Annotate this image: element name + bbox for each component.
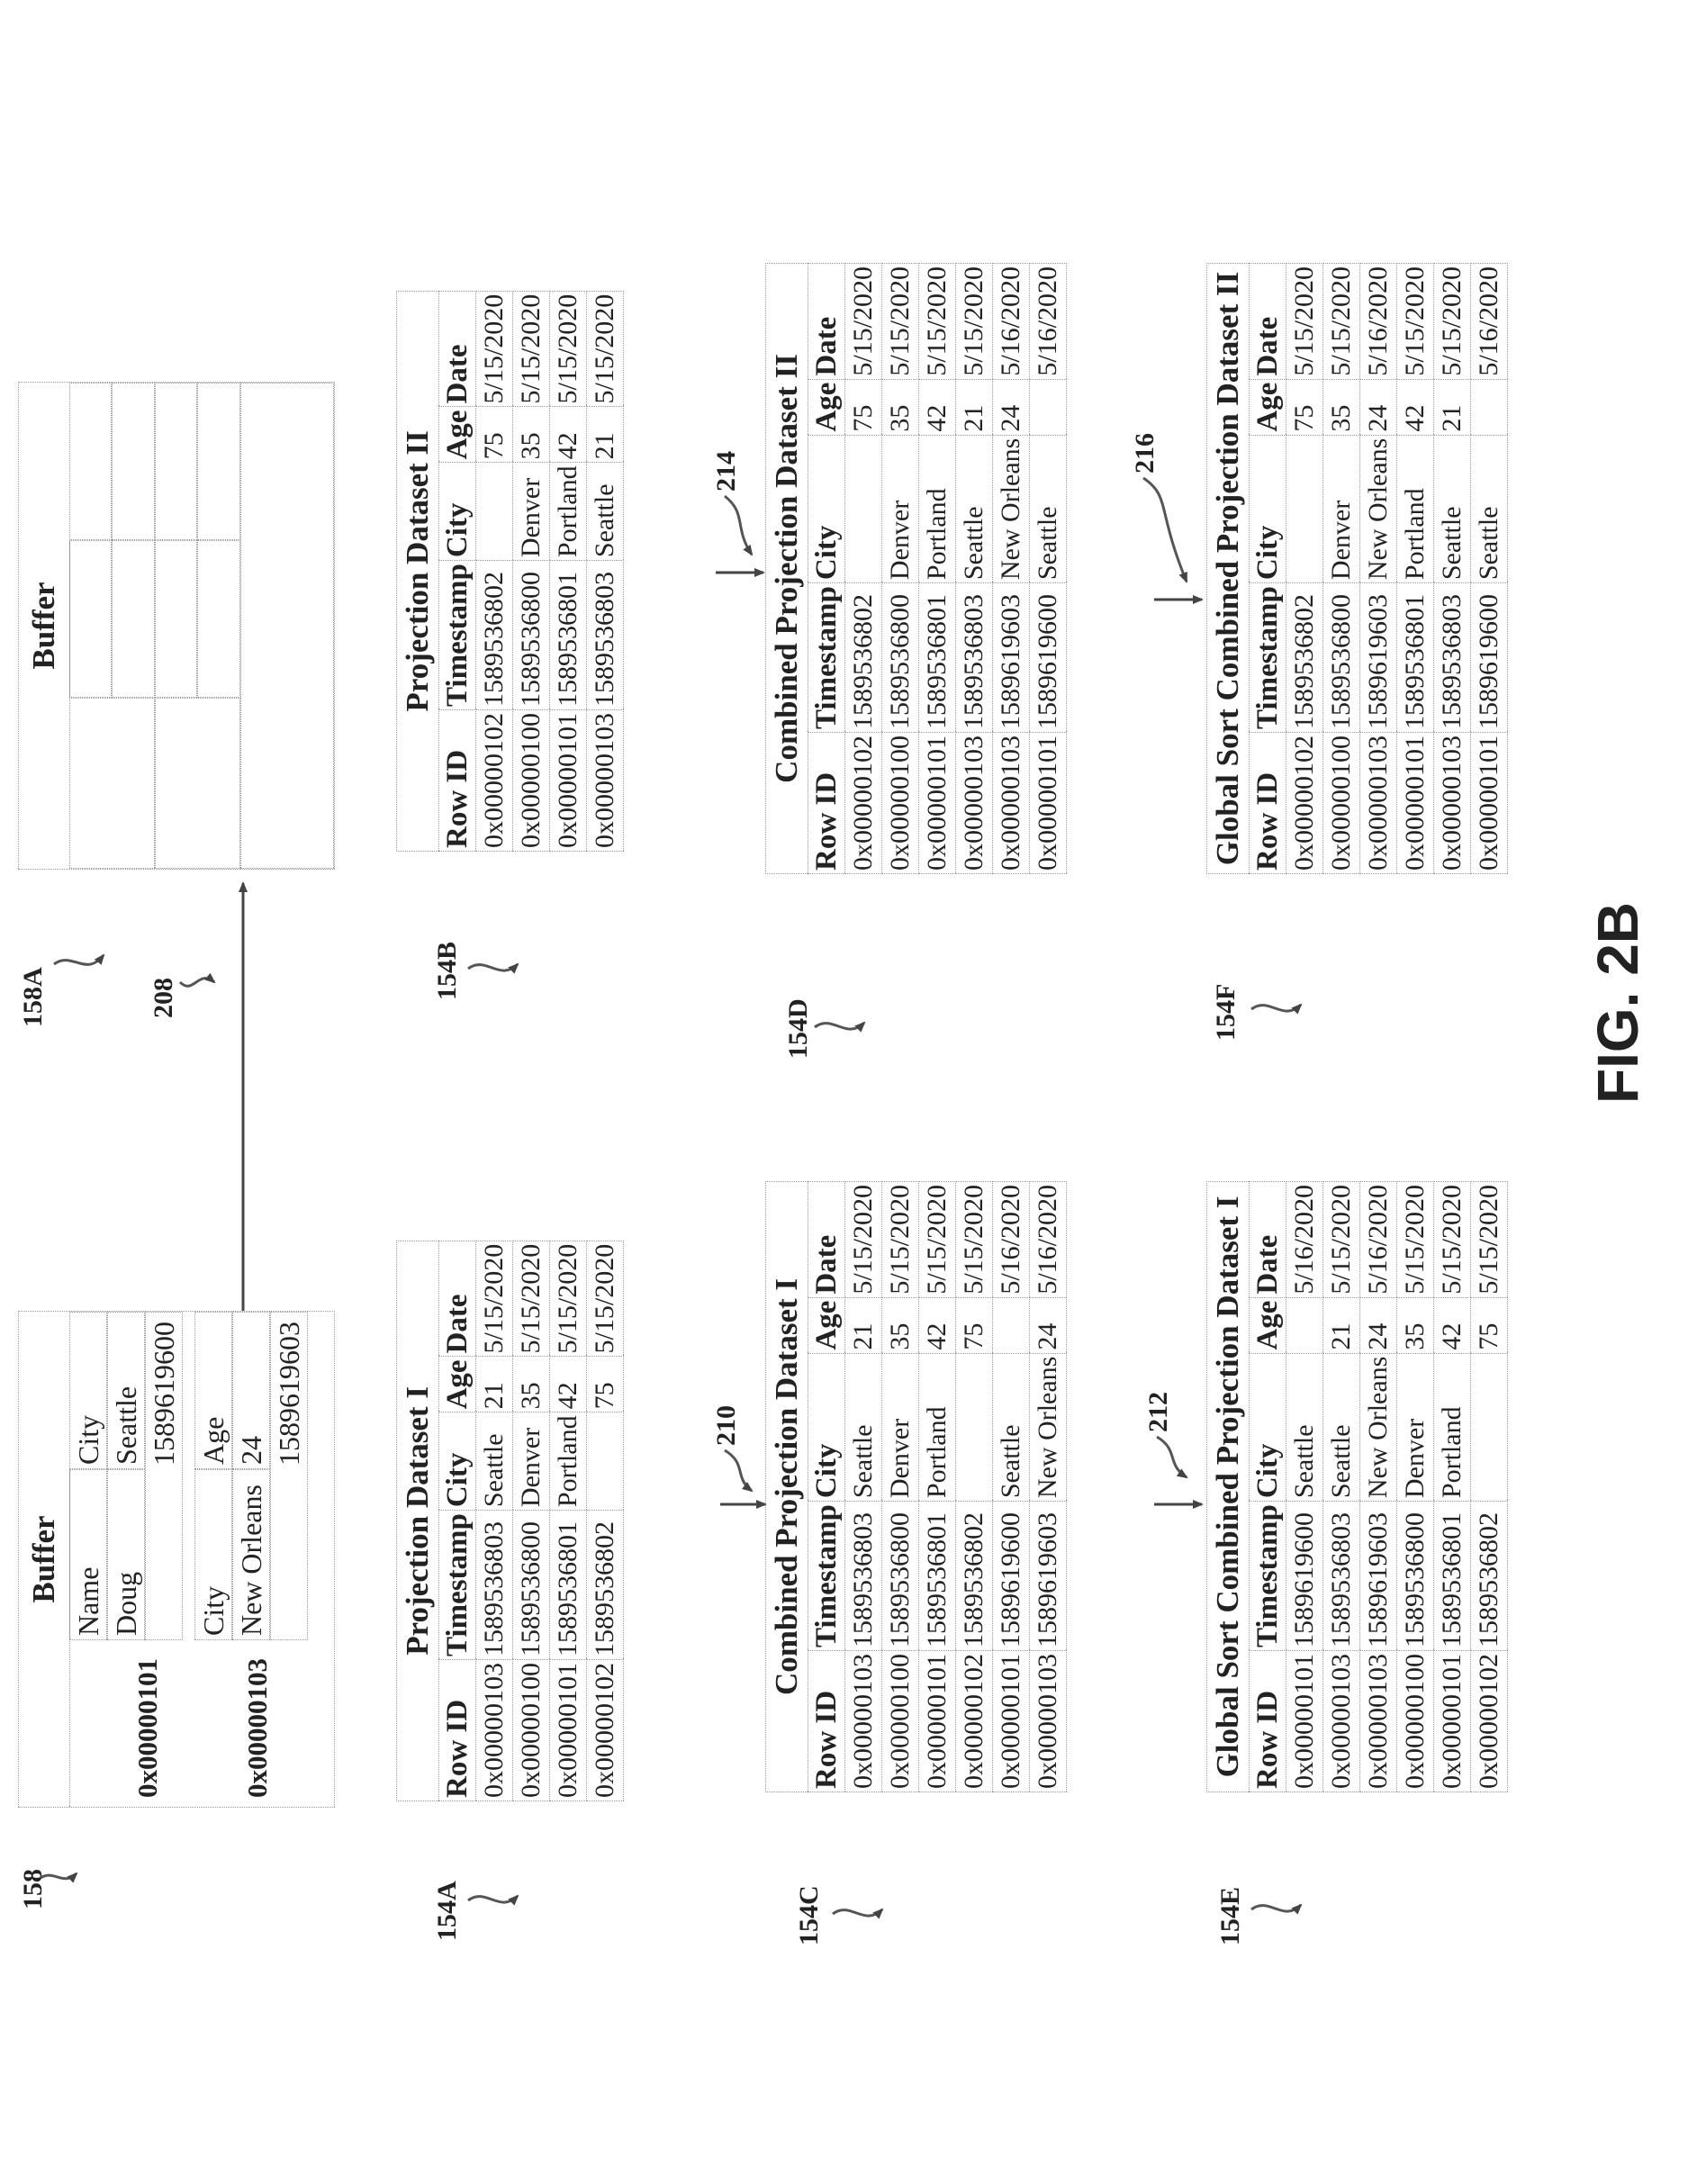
- ref-158-leader: [40, 1872, 78, 1883]
- ref-208-leader: [178, 972, 216, 988]
- ref-210-leader: [724, 1448, 754, 1493]
- ref-154b-leader: [467, 962, 519, 974]
- ref-214-leader: [724, 494, 754, 556]
- ref-212-leader: [1156, 1435, 1188, 1479]
- ref-158a-leader: [53, 953, 105, 966]
- ref-216-leader: [1142, 476, 1188, 583]
- ref-154e-leader: [1250, 1903, 1303, 1915]
- ref-154a-leader: [467, 1894, 519, 1906]
- ref-154f-leader: [1250, 1003, 1303, 1015]
- ref-154c-leader: [832, 1908, 884, 1919]
- ref-154d-leader: [814, 1021, 866, 1033]
